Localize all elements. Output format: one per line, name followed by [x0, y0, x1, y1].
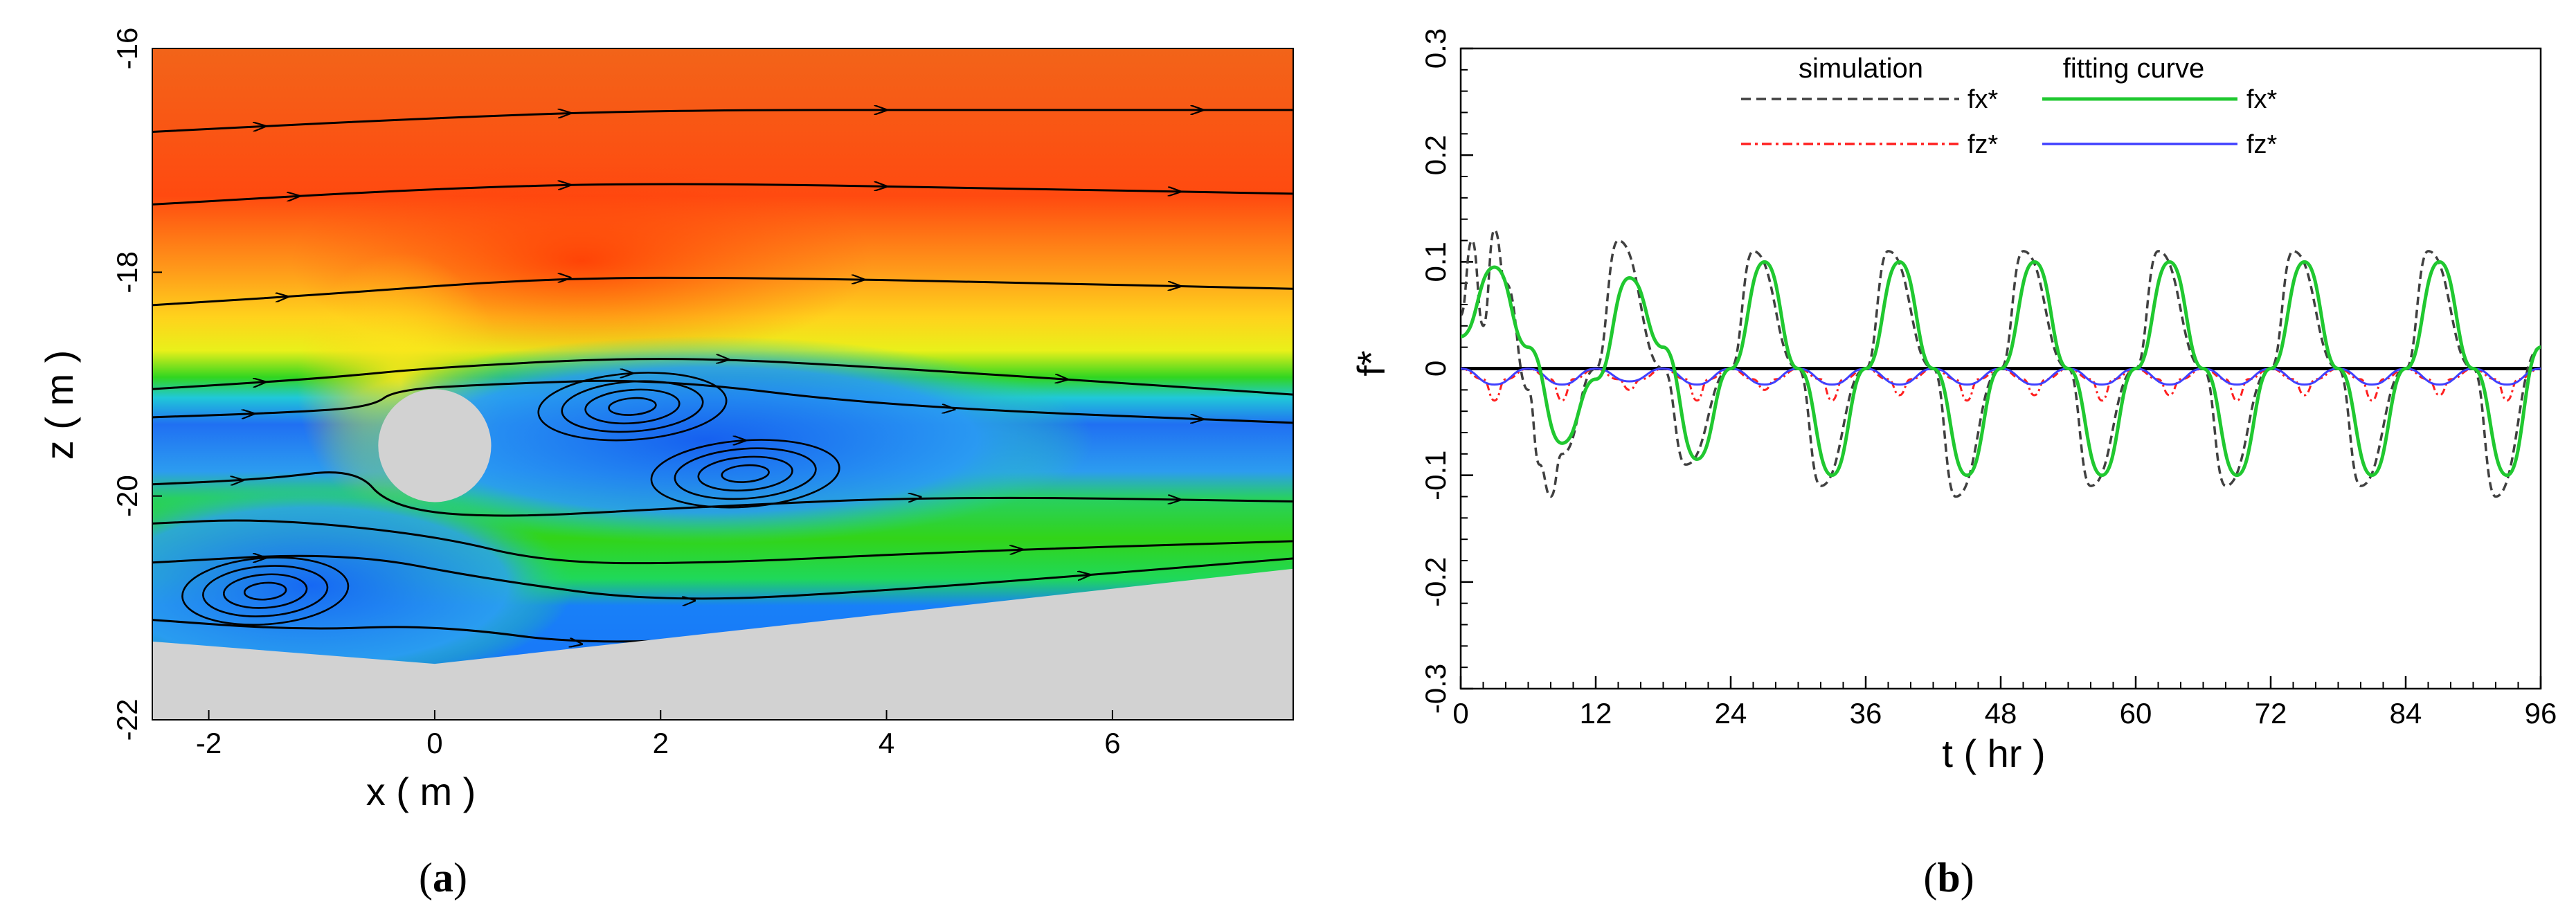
panel-b-ylabel: f*: [1349, 350, 1393, 376]
panel-a-caption: (a): [419, 855, 467, 900]
panel-b-ytick-label: 0.2: [1419, 135, 1452, 175]
legend-group-simulation: simulation: [1799, 53, 1923, 84]
panel-a-caption-close: ): [453, 855, 467, 900]
panel-b-ytick-label: -0.2: [1419, 557, 1452, 607]
legend-group-fitting-curve: fitting curve: [2063, 53, 2205, 84]
panel-b-force-plot: 0 12 24 36 48 60 72 84 96-0.3-0.2-0.100.10.20.3 …: [1349, 28, 2557, 900]
panel-b-caption-close: ): [1961, 855, 1974, 900]
panel-b-xlabel: t ( hr ): [1942, 732, 2045, 775]
vortex-2-ring-3: [674, 447, 817, 500]
panel-b-caption-open: (: [1923, 855, 1937, 900]
vortex-1-ring-1: [608, 397, 657, 416]
velocity-contour-field: [152, 48, 1293, 720]
panel-a-xtick-label: 6: [1104, 727, 1120, 759]
panel-a-ytick-label: -20: [111, 475, 143, 517]
panel-a-xtick-label: 0: [426, 727, 442, 759]
streamline-7: [152, 519, 1293, 565]
panel-b-xtick-label: 72: [2255, 697, 2287, 730]
series-fx-fitting-curve: [1461, 260, 2541, 478]
wake-region: [318, 336, 1094, 544]
streamline-2: [152, 183, 1293, 206]
legend-label-fx-fit: fx*: [2246, 85, 2278, 114]
streamline-3: [152, 276, 1293, 307]
seabed-and-cylinder: [152, 389, 1293, 720]
panel-a-ytick-label: -22: [111, 699, 143, 741]
streamline-8: [152, 554, 1293, 600]
seabed: [152, 568, 1293, 720]
panel-b-ytick-label: -0.1: [1419, 450, 1452, 500]
legend-label-fx-simulation: fx*: [1967, 85, 1999, 114]
vortex-1-ring-3: [561, 380, 704, 433]
vortex-2-ring-2: [697, 455, 793, 492]
panel-b-caption-letter: b: [1937, 855, 1960, 900]
panel-a-ytick-label: -16: [111, 28, 143, 70]
panel-b-xtick-label: 84: [2390, 697, 2422, 730]
streamline-4: [152, 358, 1293, 396]
panel-b-ytick-label: 0.1: [1419, 242, 1452, 282]
panel-b-xtick-label: 24: [1715, 697, 1747, 730]
cylinder: [378, 389, 492, 502]
panel-b-xtick-label: 48: [1985, 697, 2017, 730]
legend-label-fz-fit: fz*: [2246, 130, 2278, 159]
panel-a-xtick-label: -2: [196, 727, 222, 759]
panel-b-xtick-label: 36: [1850, 697, 1882, 730]
series-fx-simulation: [1461, 228, 2541, 498]
panel-b-ytick-label: -0.3: [1419, 664, 1452, 714]
panel-a-contour-plot: -2 0 2 4 6-22-20-18-16 x ( m ) z ( m ) (a): [37, 28, 1294, 900]
streamlines: [152, 110, 1293, 644]
panel-a-frame: [152, 48, 1294, 721]
streamline-5: [152, 379, 1293, 424]
panel-b-series: [1461, 228, 2541, 498]
panel-b-legend: simulation fitting curve fx* fx* fz* fz*: [1741, 53, 2278, 159]
panel-b-xtick-label: 60: [2120, 697, 2152, 730]
legend-label-fz-simulation: fz*: [1967, 130, 1999, 159]
panel-a-ylabel: z ( m ): [37, 350, 81, 460]
panel-a-xtick-label: 4: [879, 727, 894, 759]
vortex-3-ring-1: [243, 581, 287, 601]
vortex-2-ring-1: [721, 464, 770, 483]
panel-a-xlabel: x ( m ): [366, 770, 476, 813]
panel-a-axes: -2 0 2 4 6-22-20-18-16: [111, 28, 1294, 759]
near-bed-vortex-region: [152, 482, 574, 689]
vortex-3-ring-3: [202, 565, 329, 617]
vortex-3-ring-2: [222, 573, 308, 609]
streamline-6: [152, 471, 1293, 517]
panel-b-ytick-label: 0.3: [1419, 28, 1452, 69]
panel-a-caption-open: (: [419, 855, 433, 900]
panel-b-xtick-label: 12: [1580, 697, 1612, 730]
panel-b-xtick-label: 0: [1452, 697, 1468, 730]
panel-b-caption: (b): [1923, 855, 1974, 900]
panel-b-xtick-label: 96: [2525, 697, 2557, 730]
panel-a-caption-letter: a: [433, 855, 453, 900]
panel-a-ytick-label: -18: [111, 251, 143, 293]
panel-a-xtick-label: 2: [653, 727, 669, 759]
vortex-1-ring-2: [584, 388, 681, 425]
panel-b-ytick-label: 0: [1419, 361, 1452, 377]
